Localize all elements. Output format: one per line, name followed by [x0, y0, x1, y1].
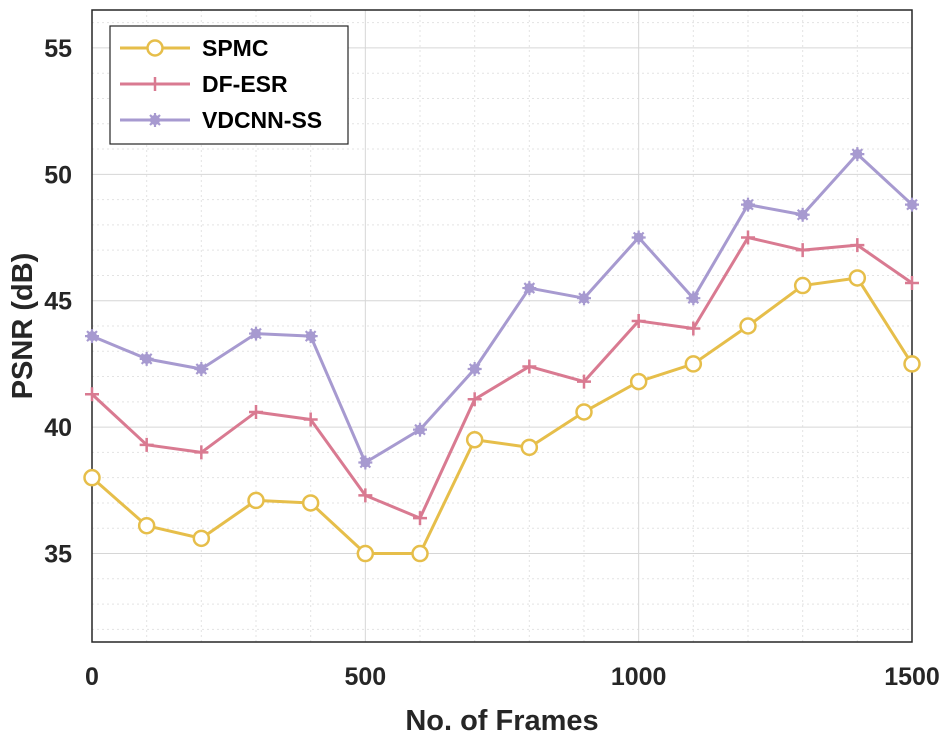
data-point-df-esr	[741, 230, 755, 245]
data-point-df-esr	[413, 511, 427, 526]
series-vdcnn-ss	[85, 147, 919, 470]
x-tick-label: 0	[85, 663, 99, 691]
data-point-df-esr	[577, 374, 591, 389]
data-point-vdcnn-ss	[850, 147, 865, 162]
data-point-vdcnn-ss-rays	[358, 455, 373, 470]
data-point-vdcnn-ss	[905, 197, 919, 212]
legend-label: VDCNN-SS	[202, 107, 322, 133]
data-point-spmc	[793, 276, 812, 295]
data-point-vdcnn-ss	[577, 291, 591, 306]
data-point-spmc	[848, 269, 867, 287]
data-point-df-esr	[905, 276, 919, 291]
data-point-vdcnn-ss-rays	[631, 230, 646, 245]
data-point-spmc	[356, 544, 375, 563]
data-point-vdcnn-ss-rays	[413, 422, 427, 437]
data-point-vdcnn-ss	[686, 291, 701, 306]
x-tick-label: 1500	[884, 663, 940, 691]
legend-swatch-marker	[148, 77, 162, 91]
data-point-spmc	[903, 355, 921, 373]
x-tick-label: 1000	[611, 663, 667, 691]
data-point-df-esr	[467, 392, 482, 407]
data-point-df-esr	[358, 488, 373, 503]
data-point-vdcnn-ss-rays	[850, 147, 865, 162]
data-point-df-esr	[194, 445, 209, 460]
data-point-vdcnn-ss	[249, 326, 263, 341]
data-point-spmc	[192, 529, 211, 548]
data-point-vdcnn-ss-rays	[795, 207, 810, 222]
data-point-vdcnn-ss	[303, 329, 318, 344]
legend-item-spmc: SPMC	[120, 35, 268, 61]
legend-item-vdcnn-ss: VDCNN-SS	[120, 107, 322, 133]
data-point-spmc	[137, 516, 156, 535]
data-point-vdcnn-ss	[85, 329, 99, 344]
data-point-df-esr	[303, 412, 318, 427]
data-point-vdcnn-ss	[467, 361, 482, 376]
data-point-df-esr	[139, 437, 154, 452]
legend-label: SPMC	[202, 35, 268, 61]
data-point-df-esr	[522, 359, 537, 374]
data-point-vdcnn-ss	[358, 455, 373, 470]
y-tick-label: 50	[44, 161, 72, 189]
series-layer	[83, 147, 921, 563]
data-point-vdcnn-ss	[631, 230, 646, 245]
data-point-vdcnn-ss-rays	[577, 291, 591, 306]
y-tick-labels: 35 40 45 50 55	[44, 35, 72, 569]
legend-label: DF-ESR	[202, 71, 288, 97]
legend-item-df-esr: DF-ESR	[120, 71, 288, 97]
data-point-vdcnn-ss-rays	[249, 326, 263, 341]
x-tick-label: 500	[344, 663, 386, 691]
legend: SPMC DF-ESR VDCNN-SS	[109, 25, 349, 145]
data-point-vdcnn-ss-rays	[522, 281, 537, 296]
data-point-vdcnn-ss-rays	[905, 197, 919, 212]
data-point-vdcnn-ss	[795, 207, 810, 222]
data-point-df-esr	[686, 321, 701, 336]
data-point-vdcnn-ss	[413, 422, 427, 437]
data-point-vdcnn-ss	[522, 281, 537, 296]
data-point-spmc	[301, 494, 320, 512]
series-spmc	[83, 269, 921, 563]
data-point-spmc	[684, 355, 703, 373]
y-tick-label: 35	[44, 541, 72, 569]
data-point-spmc	[465, 431, 484, 449]
data-point-df-esr	[631, 313, 646, 328]
data-point-vdcnn-ss-rays	[686, 291, 701, 306]
x-axis-title: No. of Frames	[405, 705, 598, 736]
y-tick-label: 45	[44, 288, 72, 316]
legend-swatch-marker	[146, 39, 164, 57]
data-point-vdcnn-ss-rays	[85, 329, 99, 344]
data-point-df-esr	[249, 404, 263, 419]
plot-area-frame	[91, 9, 913, 643]
y-tick-label: 40	[44, 414, 72, 442]
data-point-vdcnn-ss-rays	[139, 351, 154, 366]
data-point-df-esr	[85, 387, 99, 402]
data-point-vdcnn-ss	[139, 351, 154, 366]
series-line-df-esr	[90, 236, 913, 520]
data-point-df-esr	[850, 238, 865, 253]
data-point-vdcnn-ss-rays	[467, 361, 482, 376]
series-line-vdcnn-ss	[91, 152, 914, 465]
data-point-spmc	[739, 317, 757, 335]
data-point-vdcnn-ss	[741, 197, 755, 212]
series-df-esr	[85, 230, 919, 526]
data-point-vdcnn-ss	[194, 361, 209, 376]
legend-swatch-marker	[148, 113, 162, 127]
x-tick-labels: 0 500 1000 1500	[85, 663, 940, 691]
data-point-vdcnn-ss-rays	[194, 361, 209, 376]
data-point-vdcnn-ss-rays	[303, 329, 318, 344]
data-point-spmc	[575, 403, 593, 421]
y-tick-label: 55	[44, 35, 72, 63]
data-point-spmc	[83, 468, 101, 487]
legend-swatch-marker-rays	[148, 113, 162, 127]
data-point-vdcnn-ss-rays	[741, 197, 755, 212]
series-line-spmc	[91, 276, 914, 556]
data-point-spmc	[247, 491, 265, 510]
data-point-spmc	[629, 372, 648, 391]
data-point-spmc	[411, 544, 429, 563]
data-point-df-esr	[795, 243, 810, 258]
data-point-spmc	[520, 438, 539, 457]
y-axis-title: PSNR (dB)	[7, 253, 39, 400]
